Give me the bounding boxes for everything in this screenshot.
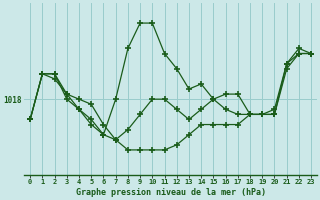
X-axis label: Graphe pression niveau de la mer (hPa): Graphe pression niveau de la mer (hPa) — [76, 188, 266, 197]
